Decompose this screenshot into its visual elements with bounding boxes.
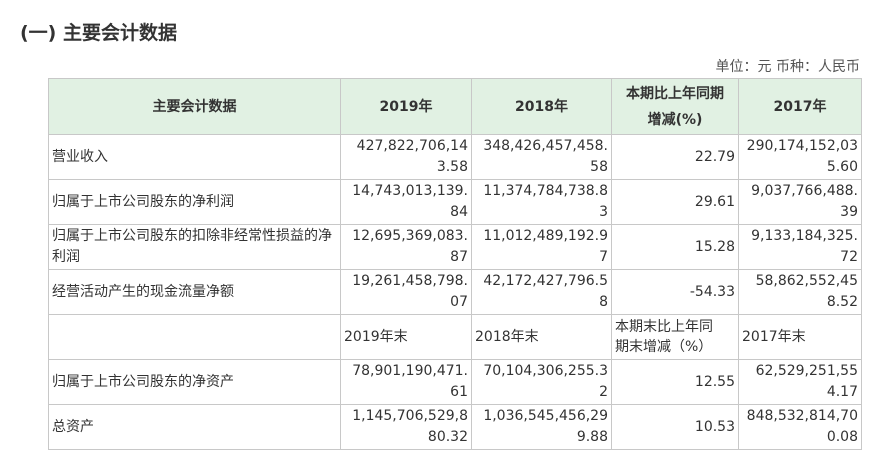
value-change: 12.55 [611,359,739,405]
value-2017: 62,529,251,554.17 [738,359,862,405]
value-2017: 9,133,184,325.72 [738,224,862,270]
subheader-2017-end: 2017年末 [738,314,862,360]
header-item: 主要会计数据 [48,78,341,135]
value-2017: 290,174,152,035.60 [738,134,862,180]
unit-currency-note: 单位：元 币种：人民币 [715,59,860,75]
value-2018: 1,036,545,456,299.88 [471,404,612,450]
row-label: 营业收入 [48,134,341,180]
value-change: -54.33 [611,269,739,315]
value-2018: 11,012,489,192.97 [471,224,612,270]
table-row: 总资产 1,145,706,529,880.32 1,036,545,456,2… [48,404,862,450]
row-label: 总资产 [48,404,341,450]
subheader-change-line2: 期末增减（%） [615,339,713,355]
value-change: 29.61 [611,179,739,225]
table-row: 归属于上市公司股东的扣除非经常性损益的净利润 12,695,369,083.87… [48,224,862,270]
subheader-change-line1: 本期末比上年同 [615,319,713,335]
value-2019: 19,261,458,798.07 [340,269,472,315]
header-change-line2: 增减(%) [647,111,703,128]
value-2017: 58,862,552,458.52 [738,269,862,315]
value-2019: 12,695,369,083.87 [340,224,472,270]
table-row: 归属于上市公司股东的净利润 14,743,013,139.84 11,374,7… [48,179,862,225]
section-title: (一) 主要会计数据 [20,22,177,44]
header-change-line1: 本期比上年同期 [626,85,724,102]
subheader-item [48,314,341,360]
subheader-2018-end: 2018年末 [471,314,612,360]
table-row: 经营活动产生的现金流量净额 19,261,458,798.07 42,172,4… [48,269,862,315]
row-label: 经营活动产生的现金流量净额 [48,269,341,315]
value-2019: 14,743,013,139.84 [340,179,472,225]
value-2017: 848,532,814,700.08 [738,404,862,450]
value-change: 10.53 [611,404,739,450]
header-2018: 2018年 [471,78,612,135]
value-change: 15.28 [611,224,739,270]
table-row: 归属于上市公司股东的净资产 78,901,190,471.61 70,104,3… [48,359,862,405]
table-row: 营业收入 427,822,706,143.58 348,426,457,458.… [48,134,862,180]
table-subheader-row: 2019年末 2018年末 本期末比上年同 期末增减（%） 2017年末 [48,314,862,360]
header-change: 本期比上年同期 增减(%) [611,78,739,135]
table-header-row: 主要会计数据 2019年 2018年 本期比上年同期 增减(%) 2017年 [48,78,862,135]
row-label: 归属于上市公司股东的净利润 [48,179,341,225]
subheader-change: 本期末比上年同 期末增减（%） [611,314,739,360]
value-2019: 1,145,706,529,880.32 [340,404,472,450]
value-2018: 42,172,427,796.58 [471,269,612,315]
row-label: 归属于上市公司股东的净资产 [48,359,341,405]
subheader-2019-end: 2019年末 [340,314,472,360]
value-2019: 427,822,706,143.58 [340,134,472,180]
value-2019: 78,901,190,471.61 [340,359,472,405]
value-2017: 9,037,766,488.39 [738,179,862,225]
value-2018: 11,374,784,738.83 [471,179,612,225]
header-2019: 2019年 [340,78,472,135]
accounting-data-table: 主要会计数据 2019年 2018年 本期比上年同期 增减(%) 2017年 营… [48,78,862,450]
value-2018: 348,426,457,458.58 [471,134,612,180]
header-2017: 2017年 [738,78,862,135]
row-label: 归属于上市公司股东的扣除非经常性损益的净利润 [48,224,341,270]
value-2018: 70,104,306,255.32 [471,359,612,405]
value-change: 22.79 [611,134,739,180]
